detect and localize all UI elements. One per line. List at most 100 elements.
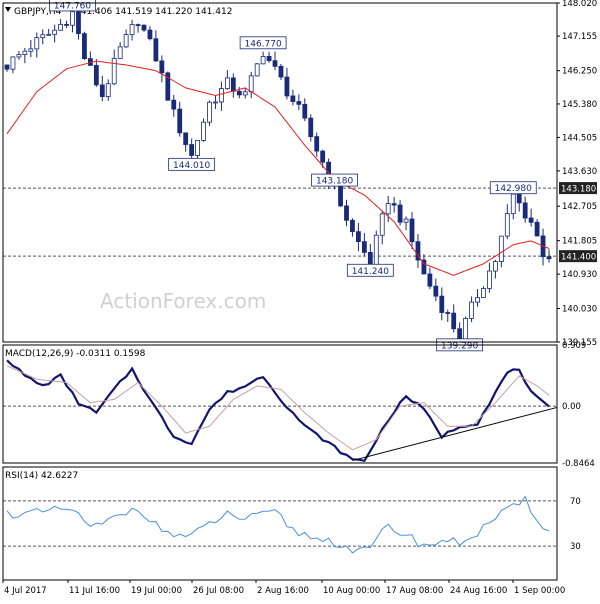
candle — [290, 95, 296, 102]
candle — [463, 318, 469, 341]
macd-title: MACD(12,26,9) -0.0311 0.1598 — [5, 349, 146, 359]
candle — [302, 103, 308, 119]
candle — [195, 139, 200, 156]
candle — [153, 38, 159, 62]
price-level-tag — [559, 250, 597, 263]
moving-average-line — [6, 60, 550, 276]
candle — [22, 50, 28, 55]
price-axis-label: 140.930 — [562, 270, 597, 280]
candle — [373, 234, 379, 266]
candle — [528, 217, 534, 223]
candle — [510, 193, 516, 214]
candle — [40, 34, 46, 39]
candle — [70, 11, 75, 26]
price-callout-label: 141.240 — [352, 267, 389, 277]
candle — [117, 46, 123, 59]
price-callout-box — [49, 0, 96, 12]
rsi-axis-label: 30 — [570, 542, 581, 552]
candle — [451, 312, 457, 330]
main-panel-frame — [2, 2, 558, 343]
candle — [141, 24, 147, 31]
macd-panel-frame — [2, 344, 558, 464]
price-axis-label: 147.155 — [562, 32, 597, 42]
time-axis-label: 4 Jul 2017 — [4, 586, 47, 596]
candle — [397, 204, 403, 223]
price-callout-label: 142.980 — [495, 184, 532, 194]
candle — [487, 270, 492, 289]
candle — [242, 91, 248, 96]
candle — [254, 63, 260, 77]
time-axis-label: 26 Jul 08:00 — [193, 586, 244, 596]
candle — [105, 83, 111, 97]
ohlc-readout: 141.406 141.519 141.220 141.412 — [75, 7, 232, 17]
candle — [492, 261, 498, 272]
rsi-panel-frame — [2, 466, 558, 581]
candle — [224, 77, 230, 89]
time-axis-label: 1 Sep 00:00 — [514, 586, 565, 596]
macd-axis-label: 0.909 — [562, 341, 586, 351]
price-callout-label: 144.010 — [173, 161, 210, 171]
candle — [439, 295, 445, 313]
price-level-tag-label: 143.180 — [561, 185, 596, 195]
candle — [445, 312, 451, 314]
candle — [93, 64, 99, 86]
candle — [379, 213, 385, 236]
candle — [58, 23, 64, 31]
macd-line — [6, 359, 550, 463]
candle — [82, 33, 87, 60]
candle — [28, 48, 34, 52]
candle — [522, 202, 528, 219]
candle — [46, 33, 52, 36]
candle — [4, 64, 10, 70]
price-callout-label: 147.760 — [54, 1, 91, 11]
price-callout-box — [168, 157, 216, 171]
candle — [201, 121, 206, 141]
candle — [236, 90, 242, 96]
candle — [183, 132, 189, 145]
candle — [367, 251, 373, 266]
candle — [344, 205, 349, 221]
candle — [475, 297, 480, 303]
candle — [171, 99, 177, 110]
rsi-panel: 70 30 — [3, 495, 581, 554]
candle — [177, 108, 183, 134]
price-callout-box — [489, 181, 537, 195]
price-level-tag-label: 141.400 — [561, 253, 596, 263]
candle — [481, 288, 486, 298]
price-axis-label: 143.630 — [562, 167, 597, 177]
candle — [111, 58, 117, 85]
candle — [415, 241, 421, 261]
candle — [16, 54, 22, 58]
price-level-tag — [559, 182, 597, 195]
dropdown-triangle-icon[interactable] — [5, 7, 11, 12]
candle — [159, 60, 165, 74]
macd-signal-line — [6, 365, 550, 451]
candle — [314, 136, 320, 152]
rsi-axis-label: 70 — [570, 497, 581, 507]
candle — [64, 23, 69, 26]
candle — [278, 65, 284, 78]
price-callout-label: 146.770 — [245, 39, 282, 49]
candle — [427, 273, 433, 287]
price-axis-label: 145.380 — [562, 100, 597, 110]
candle — [409, 218, 415, 243]
candle — [421, 259, 427, 275]
candle — [391, 203, 397, 206]
candle — [230, 77, 236, 92]
price-axis-label: 142.705 — [562, 202, 597, 212]
candle — [356, 231, 361, 243]
candle — [10, 56, 16, 70]
candle — [219, 88, 224, 103]
candle — [433, 285, 439, 297]
time-axis-label: 11 Jul 16:00 — [69, 586, 120, 596]
candle — [284, 76, 290, 97]
candle — [207, 101, 212, 123]
candle — [350, 219, 355, 233]
candle — [385, 203, 391, 215]
candle — [516, 193, 522, 204]
macd-axis-label: 0.00 — [562, 402, 581, 412]
price-callout-box — [239, 36, 287, 50]
candle — [147, 29, 153, 40]
